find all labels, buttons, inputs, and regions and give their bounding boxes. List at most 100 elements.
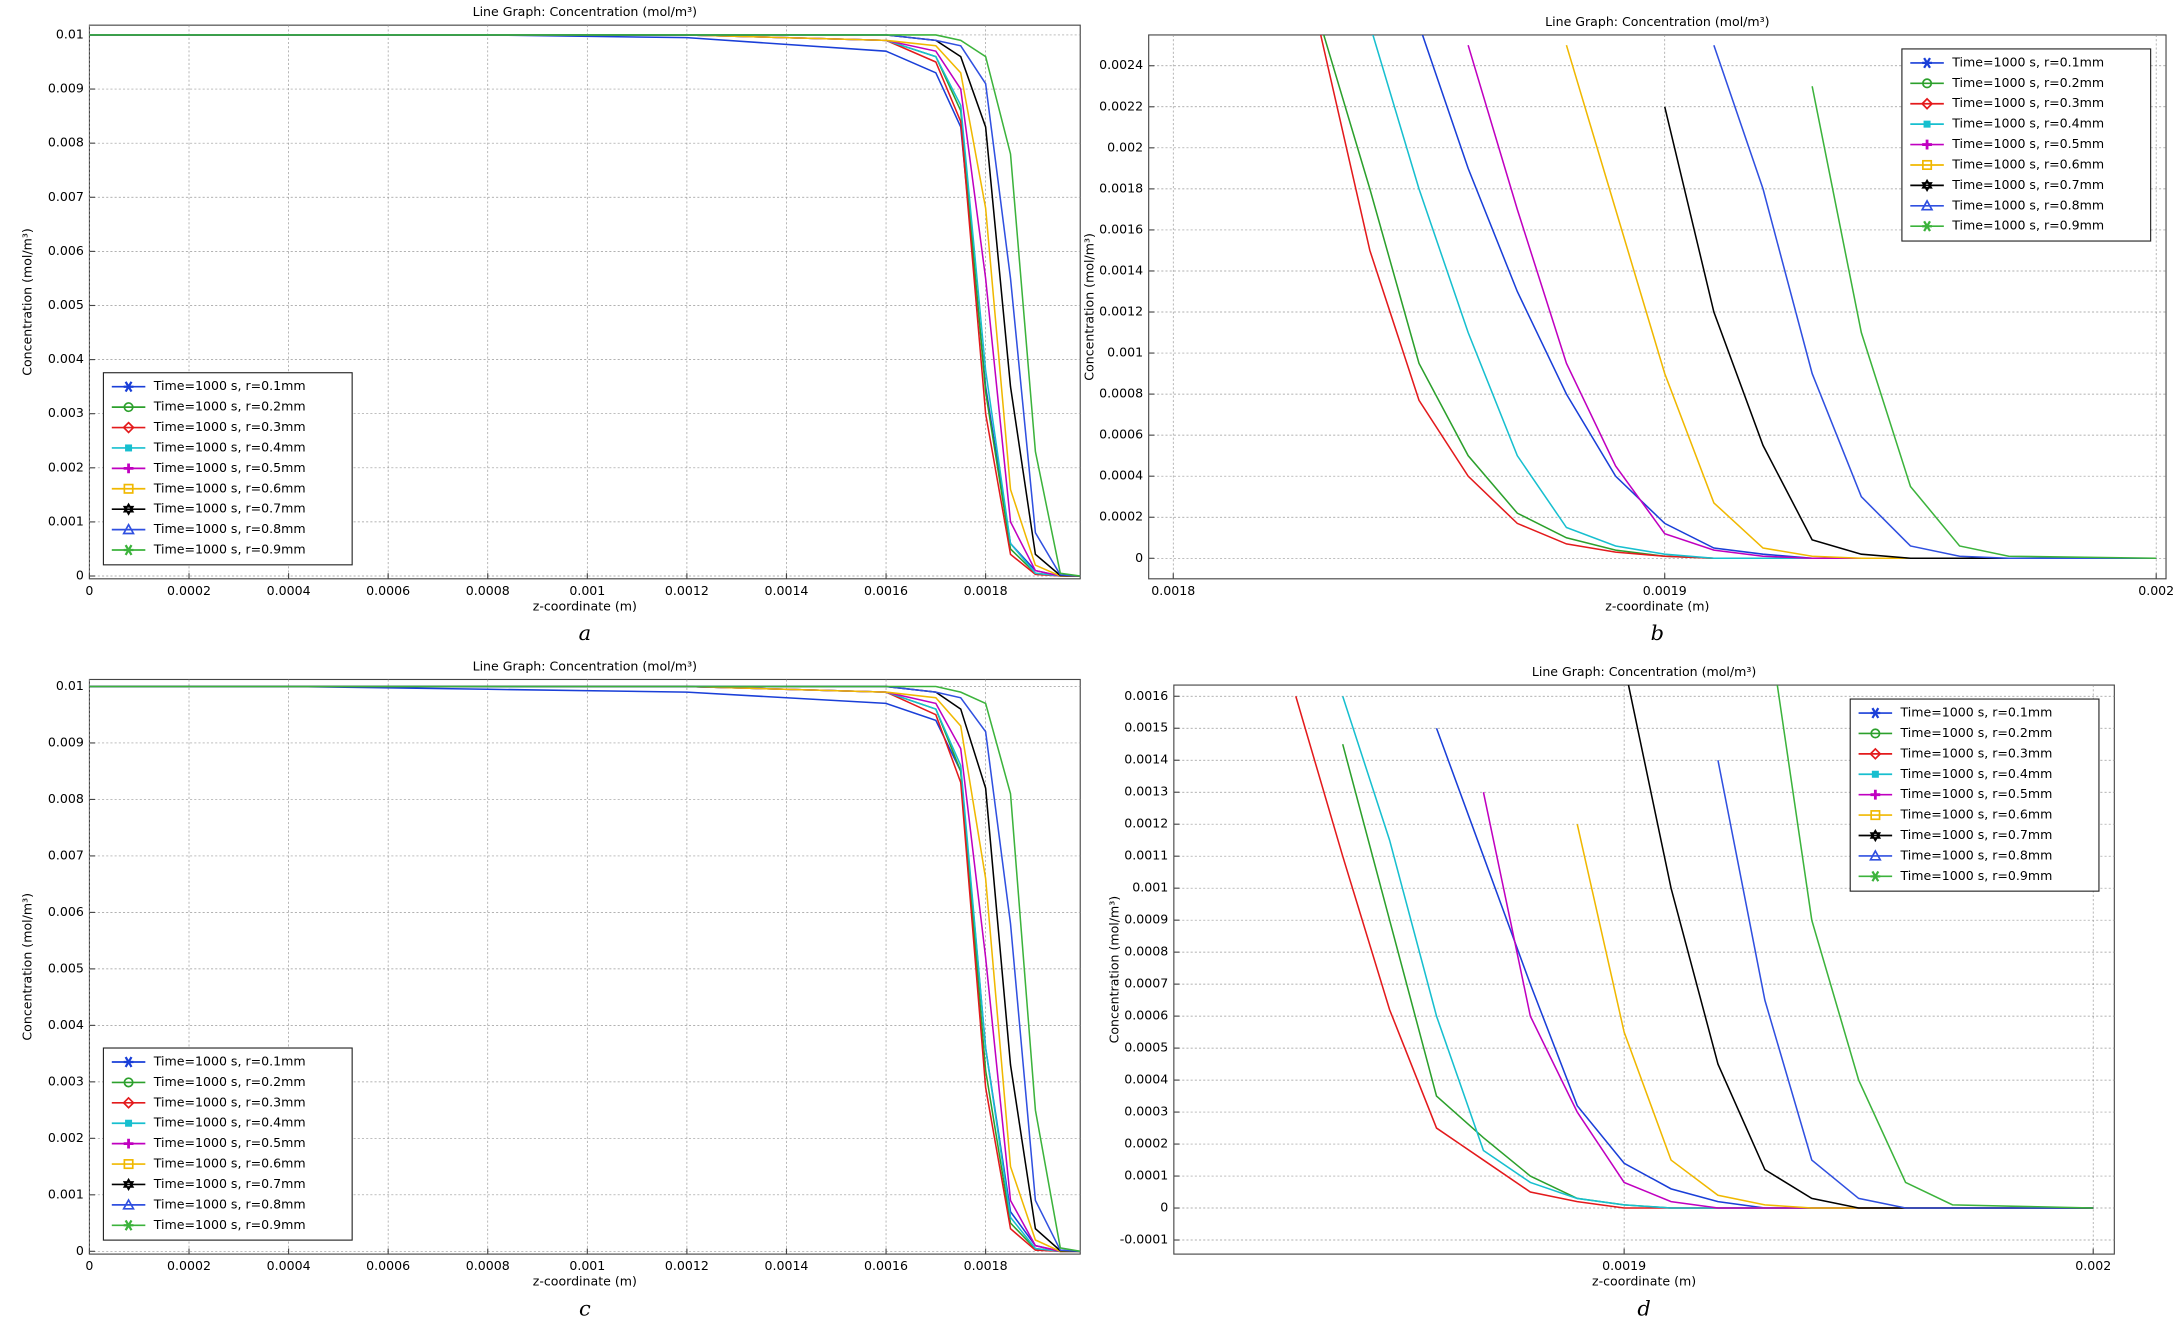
legend-label: Time=1000 s, r=0.7mm	[153, 501, 306, 516]
legend-marker	[1922, 159, 1933, 171]
y-tick-label: 0.005	[48, 960, 84, 975]
y-tick-label: 0.009	[48, 81, 84, 96]
legend-marker	[1921, 178, 1933, 192]
legend-label: Time=1000 s, r=0.3mm	[1951, 95, 2104, 110]
y-tick-label: 0.004	[48, 351, 84, 366]
legend-label: Time=1000 s, r=0.6mm	[153, 480, 306, 495]
y-tick-label: 0.0006	[1099, 427, 1143, 442]
legend-label: Time=1000 s, r=0.5mm	[153, 460, 306, 475]
legend-marker	[1870, 789, 1881, 800]
y-tick-label: 0.0006	[1124, 1008, 1168, 1023]
y-tick-label: 0	[1135, 550, 1143, 565]
y-axis-label: Concentration (mol/m³)	[1082, 233, 1097, 381]
chart-title: Line Graph: Concentration (mol/m³)	[1532, 664, 1756, 679]
legend-label: Time=1000 s, r=0.9mm	[153, 1217, 306, 1232]
y-tick-label: 0.0003	[1124, 1104, 1168, 1119]
x-tick-label: 0.0014	[764, 1258, 808, 1273]
series-line	[1717, 760, 2094, 1209]
y-tick-label: 0.0005	[1124, 1040, 1168, 1055]
legend-label: Time=1000 s, r=0.2mm	[1951, 75, 2104, 90]
legend-label: Time=1000 s, r=0.4mm	[1900, 766, 2053, 781]
y-tick-label: 0.0014	[1124, 752, 1168, 767]
y-tick-label: 0.001	[1107, 345, 1143, 360]
legend-marker	[1922, 220, 1932, 232]
legend-label: Time=1000 s, r=0.3mm	[153, 1094, 306, 1109]
x-tick-label: 0.0012	[665, 583, 709, 598]
legend-marker	[122, 1198, 135, 1210]
y-tick-label: 0.007	[48, 189, 84, 204]
chart-title: Line Graph: Concentration (mol/m³)	[1545, 14, 1769, 29]
legend-label: Time=1000 s, r=0.5mm	[1900, 786, 2053, 801]
x-tick-label: 0.0004	[267, 583, 311, 598]
chart-title: Line Graph: Concentration (mol/m³)	[473, 4, 697, 19]
x-axis-label: z-coordinate (m)	[1592, 1274, 1696, 1289]
x-tick-label: 0.0018	[964, 1258, 1008, 1273]
legend-label: Time=1000 s, r=0.1mm	[153, 378, 306, 393]
legend-marker	[1870, 728, 1881, 739]
y-tick-label: 0.0015	[1124, 720, 1168, 735]
chart: -0.0001 0 0.0001 0.0002 0.0003 0.0004 0.0005 0.…	[1107, 664, 2115, 1321]
legend-marker	[123, 1219, 134, 1231]
chart: 0 0.001 0.002 0.003 0.004 0.005 0.006 0.007 0.00…	[19, 4, 1081, 645]
legend-label: Time=1000 s, r=0.1mm	[1951, 54, 2104, 69]
x-tick-label: 0.0004	[267, 1258, 311, 1273]
legend-label: Time=1000 s, r=0.8mm	[1900, 847, 2053, 862]
legend-label: Time=1000 s, r=0.7mm	[153, 1176, 306, 1191]
y-tick-label: 0.0004	[1099, 468, 1143, 483]
y-tick-label: 0.003	[48, 405, 84, 420]
x-tick-label: 0.0016	[864, 1258, 908, 1273]
y-tick-label: 0.0012	[1124, 816, 1168, 831]
x-tick-label: 0.0019	[1602, 1258, 1646, 1273]
legend-marker	[1870, 870, 1881, 882]
series-line	[89, 685, 1081, 1253]
y-tick-label: 0.002	[48, 1130, 84, 1145]
y-tick-label: 0.01	[56, 678, 84, 693]
legend-label: Time=1000 s, r=0.9mm	[153, 542, 306, 557]
x-tick-label: 0	[85, 583, 93, 598]
y-tick-label: -0.0001	[1120, 1232, 1168, 1247]
legend: Time=1000 s, r=0.1mm Time=1000 s, r=0.2mm…	[102, 1047, 353, 1241]
series-line	[1713, 44, 2157, 560]
legend-marker	[122, 522, 135, 535]
legend-marker	[1920, 199, 1934, 211]
legend-label: Time=1000 s, r=0.8mm	[153, 521, 306, 536]
y-tick-label: 0.005	[48, 297, 84, 312]
y-tick-label: 0.003	[48, 1073, 84, 1088]
y-tick-label: 0.0002	[1124, 1136, 1168, 1151]
legend-label: Time=1000 s, r=0.4mm	[1951, 116, 2104, 131]
legend-label: Time=1000 s, r=0.3mm	[153, 419, 306, 434]
legend-marker	[1869, 849, 1882, 861]
y-tick-label: 0.0008	[1124, 944, 1168, 959]
legend-marker	[123, 1138, 134, 1149]
caption: a	[579, 621, 591, 645]
legend-label: Time=1000 s, r=0.6mm	[153, 1156, 306, 1171]
legend-marker	[1871, 770, 1879, 778]
x-axis-label: z-coordinate (m)	[533, 598, 637, 613]
y-tick-label: 0.001	[48, 1186, 84, 1201]
x-tick-label: 0.0002	[167, 583, 211, 598]
y-axis-label: Concentration (mol/m³)	[19, 893, 34, 1041]
legend-marker	[123, 463, 134, 474]
y-tick-label: 0.001	[1132, 880, 1168, 895]
y-tick-label: 0.009	[48, 734, 84, 749]
legend-label: Time=1000 s, r=0.2mm	[1900, 725, 2053, 740]
caption: d	[1637, 1297, 1650, 1321]
x-tick-label: 0.0019	[1643, 583, 1687, 598]
legend-marker	[122, 1096, 135, 1109]
legend-marker	[1920, 97, 1934, 110]
legend-label: Time=1000 s, r=0.3mm	[1900, 745, 2053, 760]
y-tick-label: 0.0018	[1099, 180, 1143, 195]
chart: 0 0.001 0.002 0.003 0.004 0.005 0.006 0.007 0.00…	[19, 658, 1081, 1321]
y-tick-label: 0.006	[48, 243, 84, 258]
y-tick-label: 0.01	[56, 26, 84, 41]
legend: Time=1000 s, r=0.1mm Time=1000 s, r=0.2mm…	[102, 372, 353, 566]
legend-label: Time=1000 s, r=0.8mm	[1951, 197, 2104, 212]
y-tick-label: 0.0016	[1099, 221, 1143, 236]
legend-marker	[1869, 747, 1882, 760]
y-tick-label: 0	[76, 1243, 84, 1258]
legend-marker	[1922, 57, 1932, 69]
x-tick-label: 0.001	[569, 1258, 605, 1273]
caption: c	[579, 1297, 591, 1321]
y-tick-label: 0.008	[48, 135, 84, 150]
